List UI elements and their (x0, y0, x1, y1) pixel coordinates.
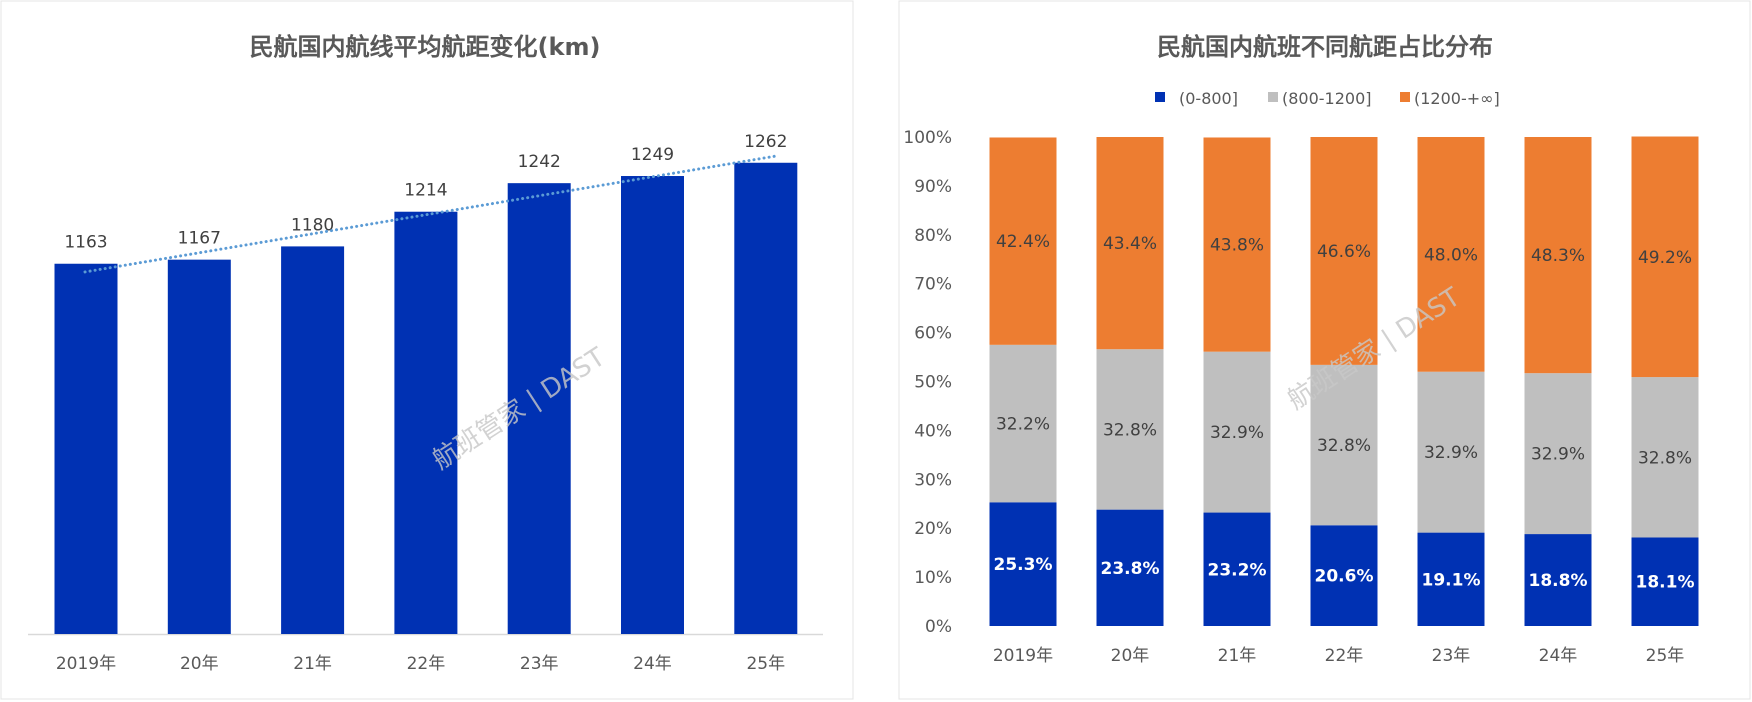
x-tick-label: 20年 (1111, 646, 1150, 666)
x-tick-label: 2019年 (56, 654, 116, 674)
data-label: 1242 (518, 152, 561, 172)
x-tick-label: 24年 (1539, 646, 1578, 666)
bar-segment (1417, 371, 1485, 533)
x-tick-label: 25年 (746, 654, 785, 674)
x-tick-label: 2019年 (993, 646, 1053, 666)
data-label: 46.6% (1317, 242, 1371, 262)
y-tick-label: 50% (914, 373, 952, 393)
data-label: 25.3% (994, 555, 1053, 575)
y-tick-label: 0% (925, 617, 952, 637)
bar-segment (1524, 534, 1592, 626)
y-tick-label: 80% (914, 226, 952, 246)
data-label: 42.4% (996, 232, 1050, 252)
bar-segment (989, 137, 1057, 345)
bar-segment (1310, 137, 1378, 365)
data-label: 32.9% (1210, 423, 1264, 443)
bar-segment (1417, 137, 1485, 372)
bar (394, 211, 458, 634)
right-plot: 0% 10% 20% 30% 40% 50% 60% 70% 80% 90% 100% 25.3% 32… (903, 89, 1699, 666)
bar-segment (1524, 373, 1592, 535)
x-tick-label: 23年 (520, 654, 559, 674)
data-label: 32.9% (1424, 443, 1478, 463)
bar-segment (989, 502, 1057, 626)
bar (621, 176, 684, 634)
data-label: 23.8% (1101, 559, 1160, 579)
x-tick-label: 22年 (407, 654, 446, 674)
legend-label: (0-800] (1179, 89, 1238, 108)
bar-segment (1203, 351, 1271, 513)
data-label: 1167 (178, 229, 221, 249)
bar (167, 259, 231, 634)
data-label: 18.1% (1636, 573, 1695, 593)
right-chart-title: 民航国内航班不同航距占比分布 (1157, 33, 1493, 61)
data-label: 1163 (64, 233, 107, 253)
data-label: 1180 (291, 215, 334, 235)
data-label: 48.0% (1424, 245, 1478, 265)
data-label: 32.8% (1317, 436, 1371, 456)
x-tick-label: 24年 (633, 654, 672, 674)
data-label: 48.3% (1531, 246, 1585, 266)
legend-label: (800-1200] (1282, 89, 1372, 108)
bar-segment (1631, 136, 1699, 378)
y-tick-label: 20% (914, 519, 952, 539)
left-plot: 1163 2019年 1167 20年 1180 21年 1214 22年 1242 23年 124… (28, 132, 823, 674)
bar-segment (1524, 137, 1592, 374)
data-label: 20.6% (1315, 567, 1374, 587)
trendline (83, 154, 780, 274)
bar-segment (1096, 349, 1164, 510)
left-chart-title: 民航国内航线平均航距变化(km) (250, 33, 601, 61)
bar (54, 263, 118, 634)
bar-segment (1631, 377, 1699, 538)
data-label: 32.9% (1531, 445, 1585, 465)
data-label: 1262 (744, 132, 787, 152)
bar (281, 246, 345, 634)
y-tick-label: 10% (914, 568, 952, 588)
bar-segment (1203, 137, 1271, 352)
data-label: 49.2% (1638, 248, 1692, 268)
bar (734, 162, 798, 634)
data-label: 19.1% (1422, 570, 1481, 590)
y-tick-label: 60% (914, 324, 952, 344)
data-label: 1249 (631, 145, 674, 165)
x-tick-label: 20年 (180, 654, 219, 674)
y-tick-label: 100% (903, 128, 952, 148)
bar-segment (1310, 364, 1378, 526)
y-tick-label: 70% (914, 275, 952, 295)
data-label: 18.8% (1529, 571, 1588, 591)
x-tick-label: 21年 (1218, 646, 1257, 666)
x-tick-label: 23年 (1432, 646, 1471, 666)
legend-swatch (1155, 92, 1165, 102)
x-tick-label: 22年 (1325, 646, 1364, 666)
data-label: 32.8% (1638, 448, 1692, 468)
legend-swatch (1268, 92, 1278, 102)
bar-segment (1310, 525, 1378, 626)
x-tick-label: 25年 (1646, 646, 1685, 666)
data-label: 23.2% (1208, 560, 1267, 580)
legend-label: (1200-+∞] (1414, 89, 1500, 108)
bar-segment (989, 344, 1057, 503)
y-tick-label: 40% (914, 421, 952, 441)
bar-segment (1096, 509, 1164, 626)
bar-segment (1096, 137, 1164, 350)
y-tick-label: 30% (914, 470, 952, 490)
data-label: 43.8% (1210, 236, 1264, 256)
bar (507, 183, 571, 634)
data-label: 32.2% (996, 415, 1050, 435)
bar-segment (1203, 512, 1271, 626)
x-tick-label: 21年 (293, 654, 332, 674)
data-label: 1214 (404, 181, 447, 201)
data-label: 32.8% (1103, 420, 1157, 440)
data-label: 43.4% (1103, 234, 1157, 254)
y-tick-label: 90% (914, 177, 952, 197)
bar-segment (1417, 532, 1485, 626)
bar-segment (1631, 537, 1699, 626)
legend-swatch (1400, 92, 1410, 102)
